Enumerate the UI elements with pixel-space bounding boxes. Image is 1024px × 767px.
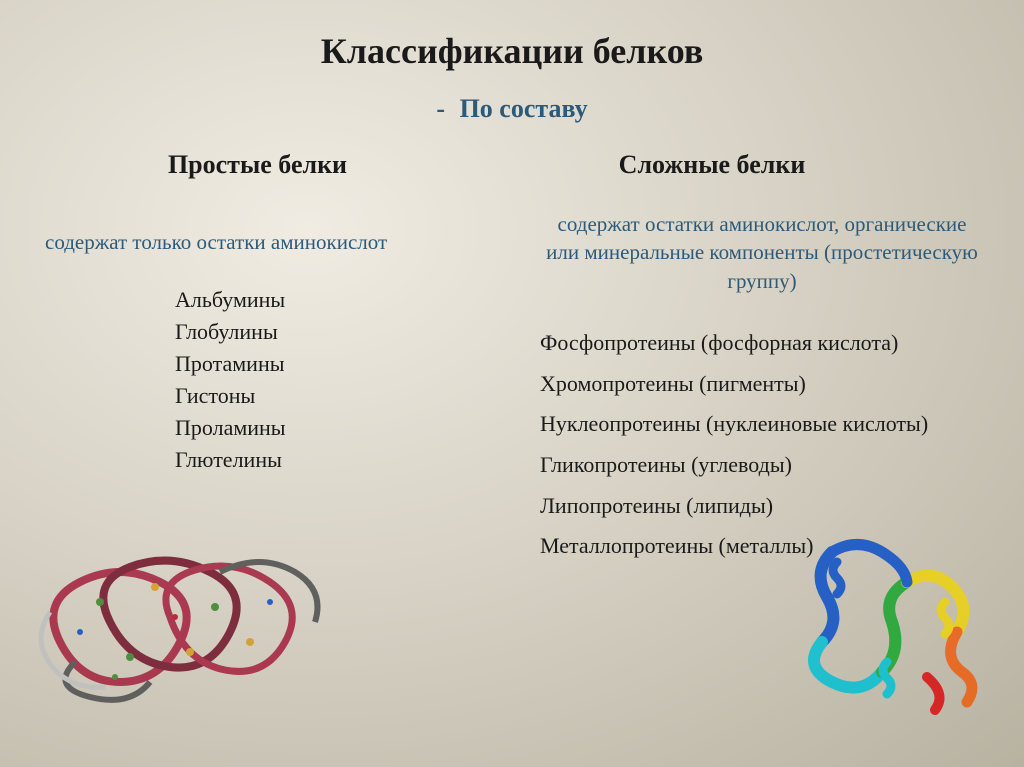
list-left: Альбумины Глобулины Протамины Гистоны Пр… [45,284,510,475]
subtitle-dash: - [436,94,445,123]
protein-structure-right-icon [787,512,992,717]
list-item: Альбумины [175,284,510,316]
list-item: Глобулины [175,316,510,348]
list-item: Глютелины [175,444,510,476]
col-heading-left: Простые белки [45,150,510,180]
column-simple-proteins: Простые белки содержат только остатки ам… [40,150,510,567]
list-item: Фосфопротеины (фосфорная кислота) [540,323,984,364]
list-item: Гистоны [175,380,510,412]
list-item: Гликопротеины (углеводы) [540,445,984,486]
protein-structure-left-icon [20,512,350,722]
list-item: Нуклеопротеины (нуклеиновые кислоты) [540,404,984,445]
subtitle-text: По составу [460,94,588,123]
col-description-right: содержат остатки аминокислот, органическ… [540,210,984,295]
slide: Классификации белков - По составу Просты… [0,0,1024,767]
column-complex-proteins: Сложные белки содержат остатки аминокисл… [540,150,984,567]
slide-subtitle: - По составу [40,94,984,124]
col-description-left: содержат только остатки аминокислот [45,228,510,256]
columns: Простые белки содержат только остатки ам… [40,150,984,567]
slide-title: Классификации белков [40,30,984,72]
list-item: Хромопротеины (пигменты) [540,364,984,405]
list-item: Протамины [175,348,510,380]
list-item: Проламины [175,412,510,444]
col-heading-right: Сложные белки [540,150,984,180]
